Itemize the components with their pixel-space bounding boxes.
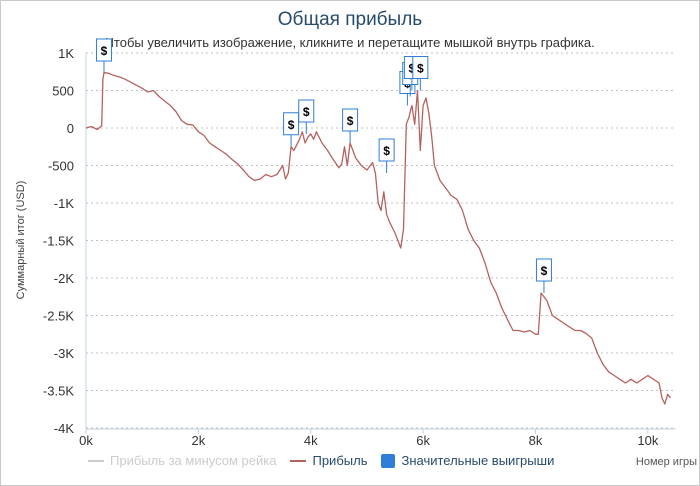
- y-tick-label: -4K: [54, 421, 75, 436]
- flag-box: [95, 38, 112, 62]
- win-flag[interactable]: $: [95, 38, 112, 73]
- y-tick-label: -2K: [54, 271, 75, 286]
- flag-label: $: [541, 264, 548, 278]
- y-tick-label: -1K: [54, 196, 75, 211]
- flags-layer: $$$$$$$$$$: [95, 38, 552, 293]
- x-tick-label: 4k: [304, 433, 318, 448]
- win-flag[interactable]: $: [535, 258, 552, 293]
- x-tick-label: 0k: [79, 433, 93, 448]
- legend-net-label: Прибыль за минусом рейка: [110, 453, 277, 468]
- legend-item-profit[interactable]: Прибыль: [290, 453, 367, 468]
- flag-box: [283, 112, 300, 136]
- win-flag[interactable]: $: [298, 99, 315, 134]
- flag-label: $: [417, 62, 424, 76]
- legend-item-net[interactable]: Прибыль за минусом рейка: [88, 453, 276, 468]
- flag-box: [412, 56, 429, 79]
- win-flag[interactable]: $: [378, 138, 395, 173]
- series-layer: [85, 71, 671, 405]
- win-flag[interactable]: $: [412, 56, 429, 91]
- flag-label: $: [101, 44, 108, 58]
- x-axis-label: Номер игры: [636, 456, 697, 468]
- flags-swatch: [381, 453, 396, 468]
- flag-label: $: [383, 144, 390, 158]
- y-tick-label: -500: [48, 159, 74, 174]
- y-tick-label: 0: [67, 121, 74, 136]
- x-tick-label: 6k: [416, 433, 430, 448]
- legend-item-flags[interactable]: Значительные выигрыши: [381, 453, 554, 468]
- net-line-swatch: [88, 459, 104, 462]
- win-flag[interactable]: $: [342, 108, 359, 143]
- legend-profit-label: Прибыль: [312, 453, 368, 468]
- y-tick-label: -1.5K: [43, 234, 74, 249]
- x-tick-label: 2k: [192, 433, 206, 448]
- legend-flags-label: Значительные выигрыши: [401, 453, 555, 468]
- y-tick-label: -2.5K: [43, 309, 74, 324]
- flag-label: $: [409, 62, 416, 76]
- y-tick-label: -3.5K: [43, 384, 74, 399]
- chart-title: Общая прибыль: [277, 9, 423, 30]
- flag-label: $: [347, 114, 354, 128]
- win-flag[interactable]: $: [283, 112, 300, 147]
- x-tick-label: 10k: [637, 433, 658, 448]
- legend: Прибыль за минусом рейка Прибыль Значите…: [88, 453, 568, 468]
- grid-lines: [86, 52, 676, 429]
- flag-box: [535, 258, 552, 282]
- y-tick-label: 1K: [58, 46, 74, 61]
- flag-label: $: [288, 118, 295, 132]
- x-tick-label: 8k: [529, 433, 543, 448]
- y-axis-label: Суммарный итог (USD): [15, 181, 27, 300]
- axes: 1K 500 0 -500 -1K -1.5K -2K -2.5K -3K -3.5K -4K 0k 2…: [43, 46, 676, 448]
- flag-box: [378, 138, 395, 162]
- chart-subtitle: Чтобы увеличить изображение, кликните и …: [105, 35, 595, 50]
- profit-line-swatch: [290, 459, 307, 462]
- y-tick-label: -3K: [54, 346, 75, 361]
- flag-label: $: [303, 105, 310, 119]
- y-tick-label: 500: [52, 84, 74, 99]
- flag-box: [298, 99, 315, 123]
- profit-line[interactable]: [85, 71, 671, 405]
- flag-box: [342, 108, 359, 132]
